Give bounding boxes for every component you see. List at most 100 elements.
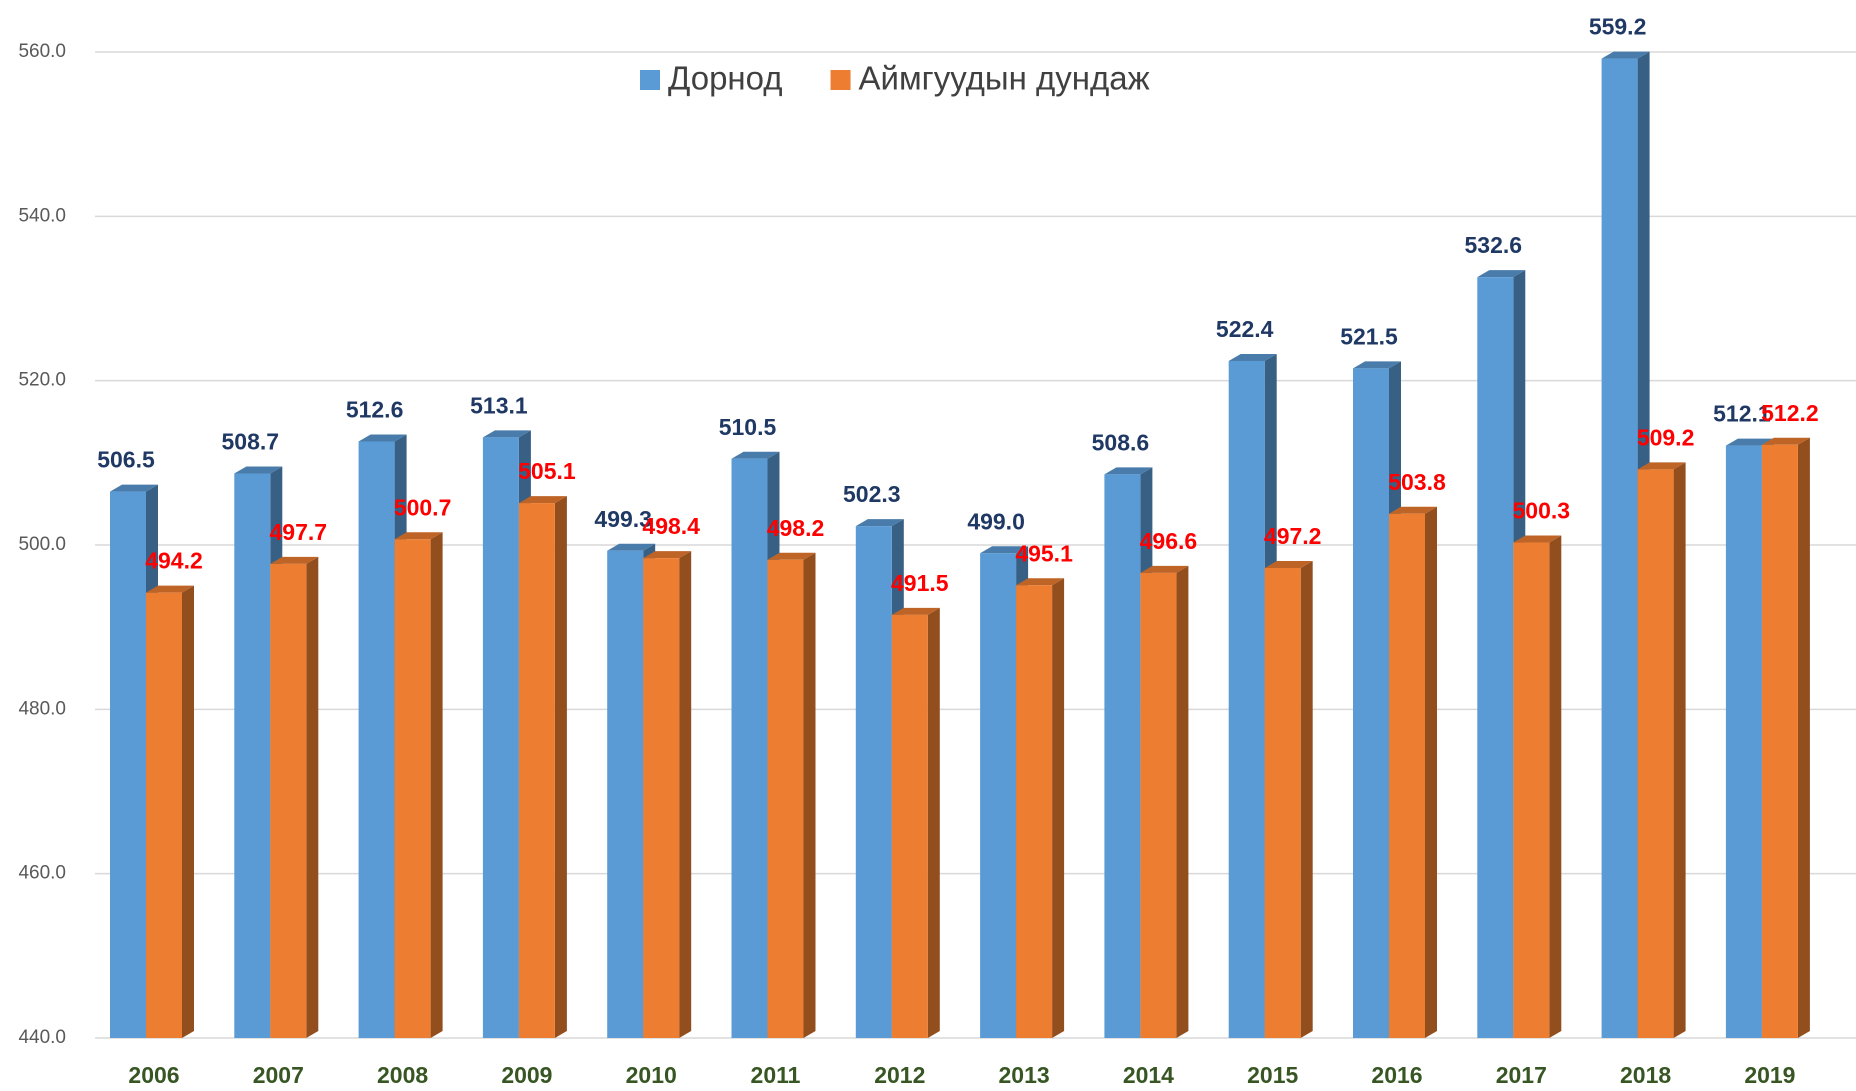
bar-top [394, 532, 443, 540]
x-tick-label: 2016 [1371, 1062, 1422, 1088]
bar [1477, 277, 1514, 1038]
value-label: 498.2 [767, 515, 825, 541]
x-tick-label: 2011 [751, 1062, 801, 1088]
x-tick-label: 2009 [501, 1062, 552, 1088]
x-tick-label: 2013 [999, 1062, 1050, 1088]
bar-top [855, 519, 904, 527]
value-label: 499.0 [967, 508, 1025, 534]
bar-top [1389, 506, 1437, 514]
bar-side [679, 551, 692, 1038]
value-label: 506.5 [97, 447, 155, 473]
y-tick-label: 540.0 [18, 205, 66, 226]
bar-top [1513, 535, 1562, 543]
bar [1353, 368, 1389, 1038]
x-tick-label: 2008 [377, 1062, 428, 1088]
bar-side [803, 552, 816, 1038]
bar-top [518, 496, 567, 504]
bar [855, 526, 892, 1038]
bar-top [1477, 270, 1526, 278]
x-tick-label: 2006 [128, 1062, 179, 1088]
bar-top [146, 585, 194, 593]
bar [394, 539, 431, 1038]
bar-top [1264, 561, 1313, 569]
value-label: 500.3 [1513, 498, 1571, 524]
bar-top [1228, 353, 1277, 361]
bar-top [1601, 51, 1650, 59]
x-tick-label: 2018 [1620, 1062, 1671, 1088]
x-tick-label: 2014 [1123, 1062, 1174, 1088]
bar-side [1425, 506, 1437, 1038]
bar [1016, 585, 1053, 1038]
value-label: 494.2 [145, 548, 203, 574]
bar [1601, 58, 1638, 1038]
bar-top [270, 556, 319, 564]
value-label: 512.2 [1761, 400, 1819, 426]
bar [980, 553, 1017, 1038]
bar [358, 441, 395, 1039]
x-tick-label: 2019 [1744, 1062, 1795, 1088]
bar [891, 614, 928, 1038]
bar [146, 592, 182, 1038]
bar [270, 563, 307, 1038]
legend-label: Аймгуудын дундаж [859, 60, 1150, 97]
bar [1637, 469, 1674, 1038]
bar-top [607, 543, 656, 551]
y-tick-label: 480.0 [18, 698, 66, 719]
bar-side [306, 556, 319, 1038]
value-label: 512.1 [1713, 401, 1771, 427]
x-tick-label: 2010 [626, 1062, 677, 1088]
bar-top [1761, 437, 1810, 445]
bar-top [1353, 361, 1401, 369]
value-label: 497.2 [1264, 523, 1322, 549]
value-label: 508.7 [222, 429, 280, 455]
bar-side [1176, 565, 1189, 1038]
x-tick-label: 2015 [1247, 1062, 1298, 1088]
y-tick-label: 440.0 [18, 1027, 66, 1048]
bar-side [554, 496, 567, 1039]
bar [110, 491, 146, 1038]
bar-top [1104, 467, 1153, 475]
bar-side [1300, 561, 1313, 1038]
x-tick-label: 2017 [1496, 1062, 1547, 1088]
value-label: 503.8 [1388, 469, 1446, 495]
bar [767, 559, 804, 1038]
y-tick-label: 500.0 [18, 534, 66, 555]
bar-side [1549, 535, 1562, 1038]
bar-top [1725, 438, 1774, 446]
value-label: 509.2 [1637, 424, 1695, 450]
value-label: 499.3 [594, 506, 652, 532]
bar-top [767, 552, 816, 560]
bar-side [430, 532, 443, 1038]
value-label: 508.6 [1092, 429, 1150, 455]
value-label: 495.1 [1015, 540, 1073, 566]
value-label: 513.1 [470, 392, 528, 418]
bar-top [643, 551, 692, 559]
value-label: 505.1 [518, 458, 576, 484]
bar [1228, 360, 1265, 1038]
bar [482, 437, 519, 1038]
bar-top [1016, 578, 1065, 586]
bar [234, 473, 271, 1038]
bar [1140, 572, 1177, 1038]
bar [643, 558, 680, 1038]
bar-top [731, 451, 780, 459]
bar [518, 503, 555, 1039]
value-label: 502.3 [843, 481, 901, 507]
bar-top [234, 466, 283, 474]
value-label: 498.4 [642, 513, 700, 539]
value-label: 510.5 [719, 414, 777, 440]
legend-swatch [830, 70, 851, 90]
legend-swatch [640, 70, 660, 90]
value-label: 521.5 [1340, 323, 1398, 349]
bar-top [1637, 462, 1686, 470]
value-label: 532.6 [1465, 232, 1523, 258]
bar [1389, 513, 1425, 1038]
bar [1725, 445, 1762, 1038]
bar-side [927, 607, 940, 1038]
y-tick-label: 460.0 [18, 863, 66, 884]
value-label: 500.7 [394, 494, 452, 520]
bar-top [482, 430, 531, 438]
bar-top [891, 607, 940, 615]
bar [1761, 444, 1798, 1038]
